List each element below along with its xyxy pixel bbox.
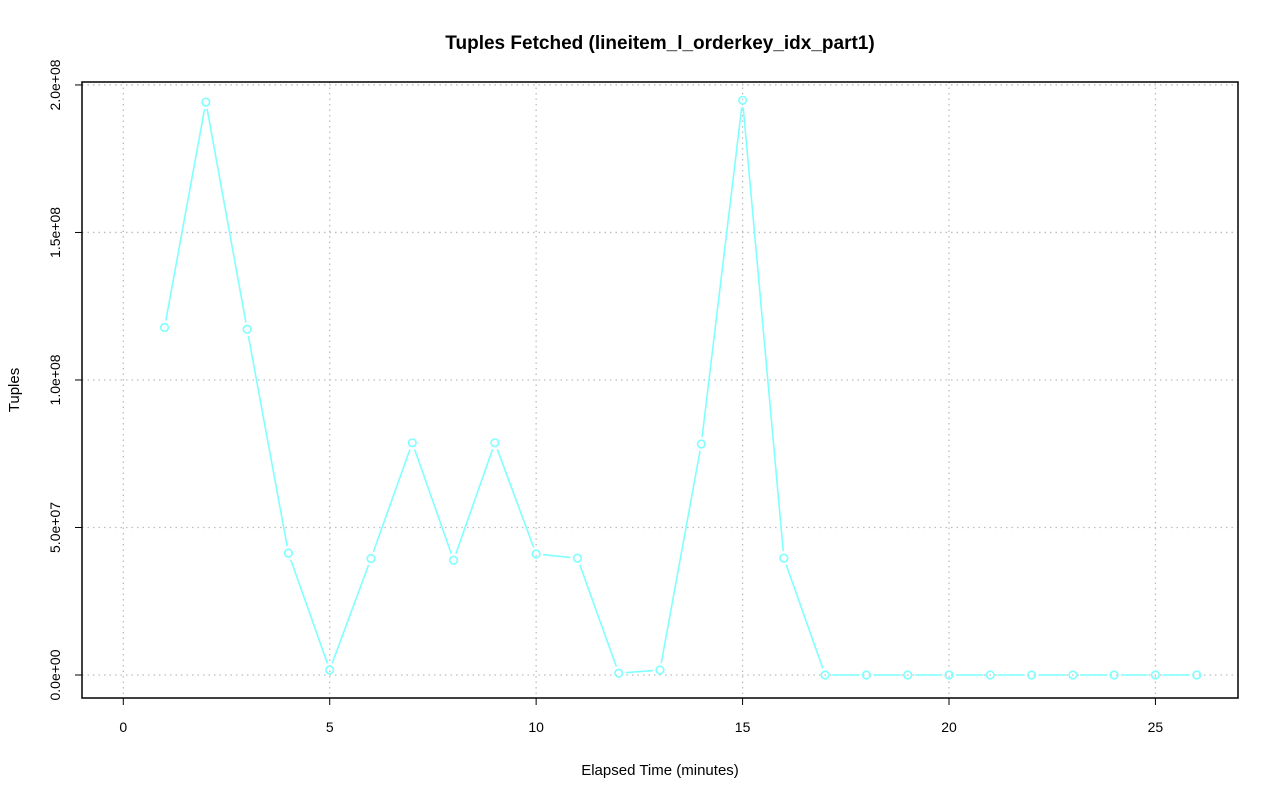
data-point [366,553,376,564]
axes: 0 5 10 15 20 25 0.0e+00 5.0e+07 1.0e+08 1.5e+08 2.… [47,59,1163,735]
data-point [985,670,995,680]
data-point [1109,670,1119,680]
grid-lines [82,82,1238,698]
data-point [201,97,211,107]
data-point [242,324,252,334]
data-point [572,553,583,563]
series-segment [290,559,329,664]
series-segment [455,449,494,554]
data-point [325,665,335,675]
data-point [614,668,624,678]
series-segment [206,108,247,323]
x-tick-label: 10 [528,719,544,735]
data-point [531,549,541,559]
series-segment [785,564,824,669]
data-point [1068,670,1078,680]
data-point [490,438,500,448]
y-axis-label: Tuples [6,368,23,412]
data-point [737,95,748,105]
data-point [779,553,789,563]
series-segment [742,107,785,552]
data-point [448,555,459,565]
series-line-layer [159,95,1202,680]
data-point [655,665,665,675]
y-tick-label: 2.0e+08 [47,59,63,110]
data-point [944,670,954,680]
plot-frame [81,81,1239,699]
series-segment [579,564,618,667]
x-tick-label: 15 [735,719,751,735]
series-segment [247,335,288,547]
data-point [696,439,706,449]
y-tick-label: 0.0e+00 [47,649,63,700]
x-tick-label: 0 [119,719,127,735]
data-point [903,670,913,680]
x-tick-label: 25 [1148,719,1164,735]
series-segment [625,669,654,674]
data-point [159,322,170,333]
y-tick-label: 1.5e+08 [47,207,63,258]
x-tick-label: 20 [941,719,957,735]
data-point [1150,670,1161,680]
x-axis-label: Elapsed Time (minutes) [581,762,739,779]
data-point [820,670,830,680]
data-point [861,670,872,680]
chart-title: Tuples Fetched (lineitem_l_orderkey_idx_… [445,33,874,54]
data-point [407,438,417,448]
series-segment [372,449,411,553]
data-point [1026,670,1037,680]
series-segment [701,107,743,438]
series-segment [660,450,701,664]
series-segment [165,108,206,321]
series-segment [413,449,453,554]
series-segment [496,449,535,548]
x-tick-label: 5 [326,719,334,735]
data-point [283,548,294,558]
y-tick-label: 5.0e+07 [47,502,63,553]
series-segment [543,553,571,559]
series-segment [331,564,370,664]
y-tick-label: 1.0e+08 [47,354,63,405]
data-point [1192,670,1202,680]
